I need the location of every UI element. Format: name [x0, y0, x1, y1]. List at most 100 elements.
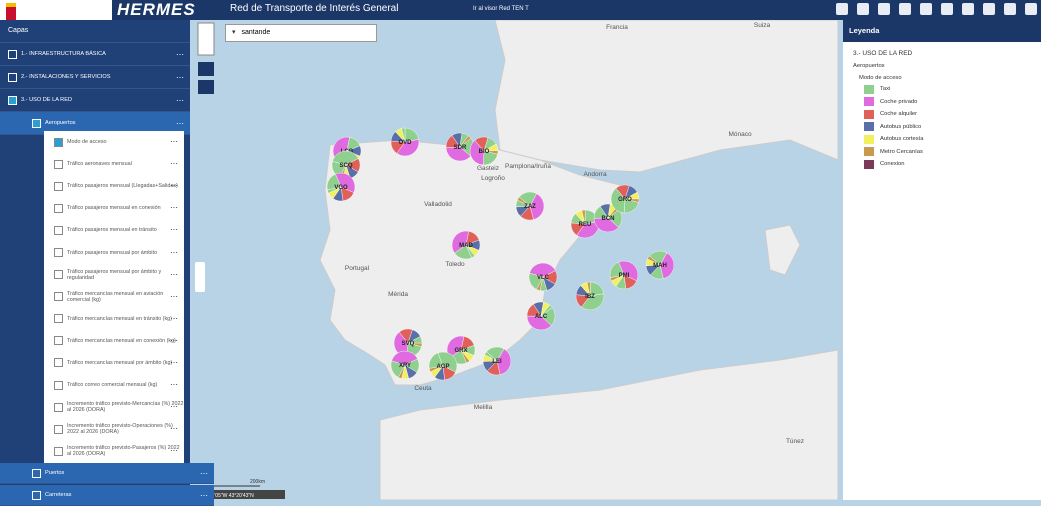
menu-dots[interactable]: ⋯: [176, 96, 184, 105]
checkbox[interactable]: [8, 50, 17, 59]
menu-dots[interactable]: ⋯: [170, 183, 178, 189]
checkbox[interactable]: [54, 160, 63, 169]
airport-pie: SDR: [446, 133, 474, 161]
layer-row[interactable]: Tráfico pasajeros mensual (Llegadas+Sali…: [44, 175, 184, 197]
layer-row[interactable]: Tráfico aeronaves mensual⋯: [44, 153, 184, 175]
search-box[interactable]: ▾santande: [225, 24, 377, 42]
layer-label: Tráfico pasajeros mensual por ámbito y r…: [67, 269, 184, 281]
menu-dots[interactable]: ⋯: [170, 360, 178, 366]
legend-heading: Modo de acceso: [843, 72, 1041, 83]
checkbox[interactable]: [54, 270, 63, 279]
icon[interactable]: [962, 3, 974, 15]
place-label: Mérida: [388, 291, 408, 298]
menu-dots[interactable]: ⋯: [170, 426, 178, 432]
checkbox[interactable]: [54, 403, 63, 412]
collapse-handle[interactable]: [195, 262, 205, 292]
locate-button[interactable]: [198, 80, 214, 94]
checkbox[interactable]: [32, 469, 41, 478]
airport-code: SVQ: [402, 341, 415, 347]
menu-dots[interactable]: ⋯: [176, 119, 184, 128]
menu-dots[interactable]: ⋯: [170, 205, 178, 211]
airport-pie: IBZ: [576, 282, 604, 310]
menu-dots[interactable]: ⋯: [200, 469, 208, 478]
layer-row[interactable]: 3.- USO DE LA RED⋯: [0, 89, 190, 112]
checkbox[interactable]: [8, 96, 17, 105]
checkbox[interactable]: [54, 358, 63, 367]
menu-dots[interactable]: ⋯: [176, 73, 184, 82]
checkbox[interactable]: [54, 248, 63, 257]
legend-label: Taxi: [880, 86, 890, 92]
zoom-buttons[interactable]: [198, 23, 214, 55]
search-text[interactable]: santande: [242, 29, 271, 36]
layer-row[interactable]: Tráfico mercancías mensual por ámbito (k…: [44, 352, 184, 374]
layer-row[interactable]: 2.- INSTALACIONES Y SERVICIOS ⋯: [0, 66, 190, 89]
icon[interactable]: [1004, 3, 1016, 15]
layer-row[interactable]: Tráfico pasajeros mensual en conexión⋯: [44, 197, 184, 219]
icon[interactable]: [920, 3, 932, 15]
menu-dots[interactable]: ⋯: [170, 316, 178, 322]
layer-row[interactable]: Tráfico pasajeros mensual en tránsito ⋯: [44, 219, 184, 241]
menu-dots[interactable]: ⋯: [170, 404, 178, 410]
layer-row[interactable]: Incremento tráfico previsto-Mercancías (…: [44, 396, 184, 418]
layer-row[interactable]: Puertos⋯: [0, 463, 214, 484]
icon[interactable]: [857, 3, 869, 15]
link[interactable]: Ir al visor Red TEN T: [473, 0, 529, 18]
layer-row[interactable]: Tráfico pasajeros mensual por ámbito⋯: [44, 241, 184, 263]
checkbox[interactable]: [54, 425, 63, 434]
checkbox[interactable]: [54, 138, 63, 147]
checkbox[interactable]: [54, 292, 63, 301]
legend-item: Autobus público: [843, 121, 1041, 134]
menu-dots[interactable]: ⋯: [170, 250, 178, 256]
checkbox[interactable]: [54, 182, 63, 191]
checkbox[interactable]: [54, 314, 63, 323]
layer-row[interactable]: Carreteras⋯: [0, 485, 214, 506]
layer-row[interactable]: 1.- INFRAESTRUCTURA BÁSICA⋯: [0, 43, 190, 66]
menu-dots[interactable]: ⋯: [170, 448, 178, 454]
airport-code: AGP: [436, 364, 449, 370]
legend-group: Aeropuertos: [843, 61, 1041, 72]
layer-label: 2.- INSTALACIONES Y SERVICIOS: [21, 74, 110, 80]
airport-pie: BIO: [470, 137, 498, 165]
checkbox[interactable]: [54, 226, 63, 235]
layer-row[interactable]: Tráfico mercancías mensual en aviación c…: [44, 286, 184, 308]
menu-dots[interactable]: ⋯: [170, 227, 178, 233]
home-button[interactable]: [198, 62, 214, 76]
menu-dots[interactable]: ⋯: [200, 491, 208, 500]
icon[interactable]: [1025, 3, 1037, 15]
brand: HERMES: [117, 0, 196, 20]
icon[interactable]: [941, 3, 953, 15]
airport-pie: LEI: [483, 347, 511, 375]
layer-label: Tráfico pasajeros mensual en tránsito: [67, 227, 157, 233]
map[interactable]: FranciaSuizaMónacoPortugalValladolidTole…: [195, 20, 843, 500]
legend-item: Coche alquiler: [843, 108, 1041, 121]
layer-row[interactable]: Tráfico pasajeros mensual por ámbito y r…: [44, 264, 184, 286]
airport-code: ZAZ: [524, 204, 536, 210]
legend-panel: Leyenda3.- USO DE LA REDAeropuertosModo …: [843, 20, 1041, 500]
layer-row[interactable]: Tráfico mercancías mensual en conexión (…: [44, 330, 184, 352]
checkbox[interactable]: [54, 336, 63, 345]
menu-dots[interactable]: ⋯: [170, 272, 178, 278]
icon[interactable]: [983, 3, 995, 15]
menu-dots[interactable]: ⋯: [176, 50, 184, 59]
icon[interactable]: [878, 3, 890, 15]
checkbox[interactable]: [54, 447, 63, 456]
checkbox[interactable]: [32, 119, 41, 128]
menu-dots[interactable]: ⋯: [170, 338, 178, 344]
airport-pie: PMI: [610, 261, 638, 289]
layer-row[interactable]: Modo de acceso⋯: [44, 131, 184, 153]
checkbox[interactable]: [8, 73, 17, 82]
layer-row[interactable]: Incremento tráfico previsto-Operaciones …: [44, 418, 184, 440]
menu-dots[interactable]: ⋯: [170, 139, 178, 145]
icon[interactable]: [836, 3, 848, 15]
checkbox[interactable]: [32, 491, 41, 500]
layer-row[interactable]: Tráfico correo comercial mensual (kg)⋯: [44, 374, 184, 396]
checkbox[interactable]: [54, 204, 63, 213]
layer-row[interactable]: Incremento tráfico previsto-Pasajeros (%…: [44, 440, 184, 462]
menu-dots[interactable]: ⋯: [170, 294, 178, 300]
icon[interactable]: [899, 3, 911, 15]
checkbox[interactable]: [54, 381, 63, 390]
layer-row[interactable]: Tráfico mercancías mensual en tránsito (…: [44, 308, 184, 330]
menu-dots[interactable]: ⋯: [170, 382, 178, 388]
menu-dots[interactable]: ⋯: [170, 161, 178, 167]
place-label: Francia: [606, 24, 628, 31]
